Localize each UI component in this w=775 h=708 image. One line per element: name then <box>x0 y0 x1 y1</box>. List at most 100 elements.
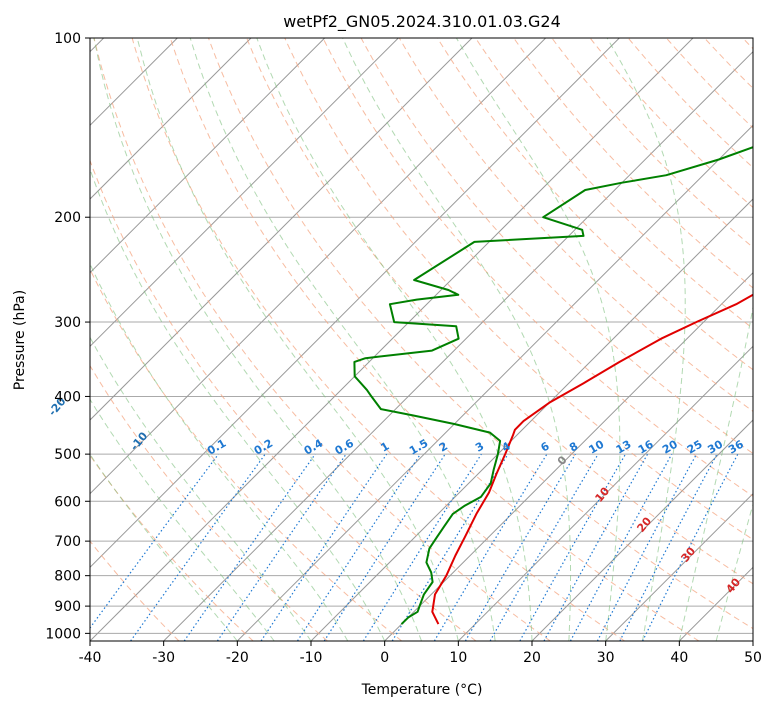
mixing-ratio-line <box>619 453 718 641</box>
mixing-ratio-label: 3 <box>473 440 486 455</box>
dry-adiabat <box>131 38 625 641</box>
dry-adiabat <box>90 159 477 641</box>
x-tick-label: 50 <box>744 650 762 666</box>
mixing-ratio-line <box>260 453 388 641</box>
moist-adiabat <box>90 398 275 641</box>
mixing-ratio-line <box>433 453 548 641</box>
moist-adiabat <box>606 38 686 641</box>
dry-adiabat <box>322 38 753 497</box>
dry-adiabat <box>284 38 753 541</box>
moist-adiabat <box>455 38 621 641</box>
mixing-ratio-lines <box>90 453 739 641</box>
isotherm-line <box>90 38 547 495</box>
mixing-ratio-line <box>543 453 649 641</box>
dry-adiabat <box>90 364 328 641</box>
x-tick-label: 0 <box>380 650 389 666</box>
dry-adiabat <box>90 454 254 641</box>
moist-adiabat-label: 40 <box>723 575 743 595</box>
moist-adiabat <box>678 304 753 641</box>
x-tick-label: 40 <box>670 650 688 666</box>
moist-adiabat <box>342 38 572 641</box>
dry-adiabat <box>93 38 551 641</box>
dry-adiabat <box>475 38 753 330</box>
isotherm-line <box>310 198 753 641</box>
moist-adiabat <box>90 262 349 641</box>
mixing-ratio-line <box>596 453 698 641</box>
moist-adiabat <box>93 38 422 641</box>
x-axis-label: Temperature (°C) <box>361 682 483 698</box>
y-tick-label: 700 <box>54 534 81 550</box>
isotherm-line <box>90 38 399 348</box>
moist-adiabats <box>90 38 753 641</box>
isotherm-line <box>384 271 753 641</box>
dry-adiabat <box>246 38 753 585</box>
y-tick-label: 1000 <box>45 626 81 642</box>
dry-adiabat <box>398 38 753 412</box>
mixing-ratio-line <box>464 453 576 641</box>
chart-title: wetPf2_GN05.2024.310.01.03.G24 <box>283 12 561 32</box>
mixing-ratio-line <box>489 453 599 641</box>
isotherm-line <box>163 50 753 641</box>
mixing-ratio-line <box>216 453 347 641</box>
mixing-ratio-line <box>362 453 482 641</box>
dry-adiabat-label: -10 <box>128 429 151 453</box>
y-tick-label: 500 <box>54 447 81 463</box>
mixing-ratio-line <box>130 453 266 641</box>
isotherm-line <box>457 345 753 641</box>
isotherm-line <box>90 38 326 274</box>
x-tick-label: 30 <box>597 650 615 666</box>
isotherm-line <box>90 38 252 200</box>
moist-adiabat <box>90 336 312 641</box>
temperature-profile <box>431 293 753 625</box>
mixing-ratio-label: 2 <box>437 440 450 455</box>
y-tick-label: 200 <box>54 210 81 226</box>
dry-adiabat <box>742 38 753 50</box>
y-tick-label: 300 <box>54 315 81 331</box>
y-tick-label: 600 <box>54 494 81 510</box>
x-tick-label: 10 <box>449 650 467 666</box>
y-tick-label: 400 <box>54 389 81 405</box>
y-tick-label: 900 <box>54 599 81 615</box>
isotherm-line <box>531 419 753 641</box>
x-tick-label: -40 <box>79 650 102 666</box>
moist-adiabat <box>256 38 533 641</box>
dry-adiabat <box>360 38 753 455</box>
dry-adiabat <box>436 38 753 371</box>
mixing-ratio-line <box>296 453 421 641</box>
isotherm-line <box>90 38 620 569</box>
axes: -40 -30 -20 -10 0 10 20 30 40 5010020030040050060… <box>45 31 762 666</box>
mixing-ratio-line <box>183 453 316 641</box>
dry-adiabats <box>90 38 753 641</box>
moist-adiabat-label: 20 <box>634 514 654 534</box>
moist-adiabat <box>715 502 753 641</box>
mixing-ratio-label: 6 <box>539 439 552 454</box>
y-axis-label: Pressure (hPa) <box>12 290 28 390</box>
isotherm-line <box>752 640 753 641</box>
dry-adiabat <box>169 38 700 641</box>
moist-adiabat-label: 0 <box>555 453 570 467</box>
mixing-ratio-line <box>90 453 219 629</box>
isotherm-line <box>90 38 473 421</box>
moist-adiabat <box>189 38 496 641</box>
moist-adiabat <box>90 453 238 641</box>
dry-adiabat <box>513 38 753 289</box>
y-tick-label: 100 <box>54 31 81 47</box>
mixing-ratio-line <box>323 453 446 641</box>
dry-adiabat <box>208 38 753 630</box>
dry-adiabat <box>627 38 753 169</box>
mixing-ratio-line <box>569 453 673 641</box>
x-tick-label: -10 <box>300 650 323 666</box>
y-tick-label: 800 <box>54 569 81 585</box>
x-tick-label: -20 <box>226 650 249 666</box>
dewpoint-profile <box>353 146 753 625</box>
isotherm-line <box>90 38 694 641</box>
x-tick-label: -30 <box>152 650 175 666</box>
sounding-series <box>353 146 753 625</box>
x-tick-label: 20 <box>523 650 541 666</box>
plot-frame <box>89 37 754 642</box>
mixing-ratio-line <box>519 453 627 641</box>
isotherm-line <box>236 124 753 641</box>
moist-adiabat <box>136 38 459 641</box>
isotherm-line <box>605 492 753 641</box>
